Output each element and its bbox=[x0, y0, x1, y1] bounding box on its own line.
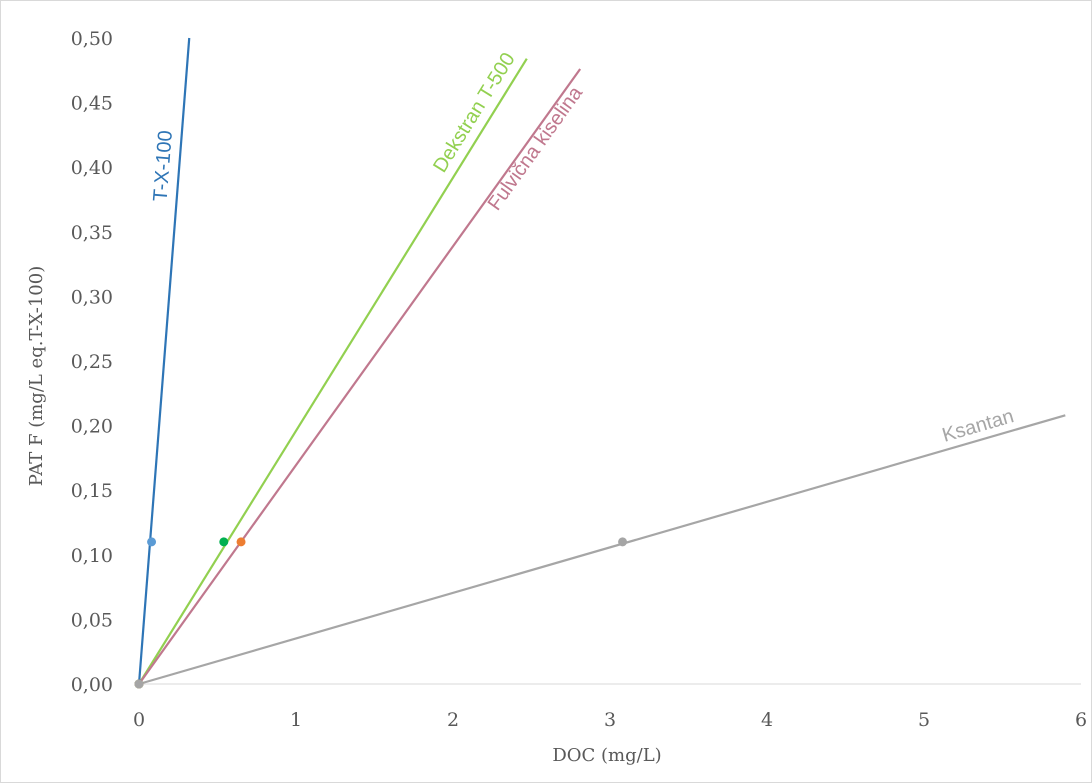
x-tick-label: 2 bbox=[447, 709, 459, 731]
data-markers bbox=[134, 537, 628, 689]
data-point bbox=[618, 537, 628, 547]
y-tick-label: 0,35 bbox=[71, 222, 113, 244]
y-tick-label: 0,50 bbox=[71, 28, 113, 50]
x-tick-label: 6 bbox=[1075, 709, 1087, 731]
trend-line-fulvi-na-kiselina bbox=[138, 68, 582, 685]
x-tick-labels: 0 1 2 3 4 5 6 bbox=[133, 709, 1087, 731]
y-tick-label: 0,40 bbox=[71, 157, 113, 179]
series-label: Dekstran T-500 bbox=[429, 49, 520, 176]
trend-line-ksantan bbox=[138, 414, 1066, 686]
x-tick-label: 1 bbox=[290, 709, 302, 731]
y-tick-label: 0,10 bbox=[71, 545, 113, 567]
y-tick-label: 0,45 bbox=[71, 93, 113, 115]
y-tick-label: 0,15 bbox=[71, 480, 113, 502]
trend-lines bbox=[137, 37, 1066, 686]
trend-line-t-x-100 bbox=[137, 37, 191, 685]
data-point bbox=[134, 679, 144, 689]
y-tick-label: 0,25 bbox=[71, 351, 113, 373]
y-tick-labels: 0,00 0,05 0,10 0,15 0,20 0,25 0,30 0,35 0,40 0,45… bbox=[71, 28, 113, 696]
y-tick-label: 0,05 bbox=[71, 609, 113, 631]
x-tick-label: 5 bbox=[918, 709, 930, 731]
x-tick-label: 4 bbox=[761, 709, 773, 731]
series-label: T-X-100 bbox=[149, 130, 176, 203]
y-tick-label: 0,00 bbox=[71, 674, 113, 696]
x-tick-label: 3 bbox=[604, 709, 616, 731]
data-point bbox=[147, 537, 157, 547]
trend-line-dekstran-t-500 bbox=[138, 58, 528, 685]
data-point bbox=[236, 537, 246, 547]
y-tick-label: 0,20 bbox=[71, 416, 113, 438]
y-tick-label: 0,30 bbox=[71, 286, 113, 308]
x-axis-title: DOC (mg/L) bbox=[552, 745, 661, 766]
x-tick-label: 0 bbox=[133, 709, 145, 731]
y-axis-title: PAT F (mg/L eq.T-X-100) bbox=[26, 266, 47, 486]
data-point bbox=[219, 537, 229, 547]
